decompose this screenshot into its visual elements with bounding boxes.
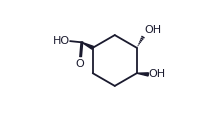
Text: HO: HO [53,36,70,45]
Text: OH: OH [144,25,161,35]
Polygon shape [137,73,148,76]
Polygon shape [82,42,94,49]
Text: OH: OH [149,69,166,79]
Text: O: O [76,59,84,69]
